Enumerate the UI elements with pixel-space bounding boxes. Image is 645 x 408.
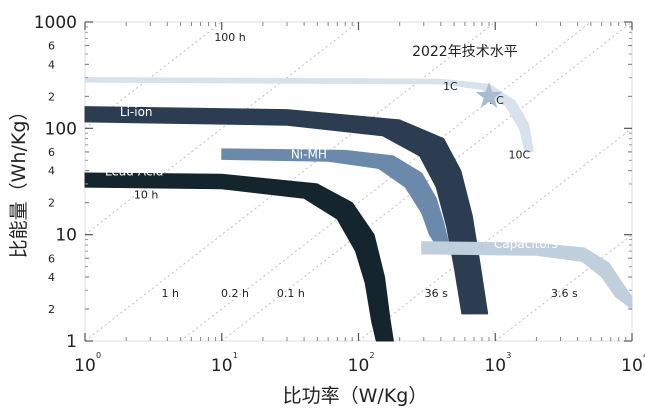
- y-tick-label: 10: [55, 226, 77, 246]
- axes: 1101001000246246246100101102103104: [34, 13, 645, 376]
- time-line: [84, 21, 496, 342]
- y-minor-tick-label: 6: [48, 40, 55, 53]
- series-label: Ni-MH: [291, 148, 327, 162]
- annotation: 1C: [443, 80, 458, 93]
- time-line-label: 3.6 s: [551, 287, 578, 300]
- time-line-label: 10 h: [134, 188, 158, 201]
- time-line-label: 1 h: [161, 287, 178, 300]
- time-line-label: 36 s: [425, 287, 448, 300]
- highlight-star: [475, 82, 503, 108]
- x-tick-label: 10: [484, 356, 506, 376]
- time-line-label: 0.1 h: [277, 287, 305, 300]
- y-tick-label: 100: [45, 119, 77, 139]
- x-tick-exponent: 3: [506, 351, 511, 360]
- x-tick-label: 10: [621, 356, 643, 376]
- annotation: 10C: [508, 149, 530, 162]
- series-label: Li-ion: [120, 105, 153, 119]
- y-tick-label: 1: [66, 332, 77, 352]
- y-axis-title: 比能量（Wh/Kg）: [8, 102, 30, 259]
- series-label: Capacitors: [494, 237, 558, 251]
- labels: 100 h 10 h 1 h 0.2 h 0.1 h 36 s 3.6 s Lead-Acid…: [105, 31, 578, 300]
- time-line: [84, 21, 223, 129]
- series-band: [421, 241, 633, 310]
- x-tick-label: 10: [74, 356, 96, 376]
- x-tick-label: 10: [348, 356, 370, 376]
- y-tick-label: 1000: [34, 13, 77, 33]
- x-tick-exponent: 4: [643, 351, 645, 360]
- y-minor-tick-label: 4: [48, 271, 55, 284]
- x-tick-label: 10: [211, 356, 233, 376]
- y-minor-tick-label: 2: [48, 197, 55, 210]
- series-band: [84, 172, 394, 342]
- y-minor-tick-label: 6: [48, 252, 55, 265]
- time-line-label: 0.2 h: [221, 287, 249, 300]
- y-minor-tick-label: 2: [48, 303, 55, 316]
- series-label: Lead-Acid: [105, 165, 163, 179]
- series-band: [84, 106, 489, 315]
- x-tick-exponent: 0: [96, 351, 101, 360]
- time-line-label: 100 h: [214, 31, 245, 44]
- x-axis-title: 比功率（W/Kg）: [283, 385, 428, 407]
- y-minor-tick-label: 2: [48, 90, 55, 103]
- x-tick-exponent: 1: [233, 351, 238, 360]
- y-minor-tick-label: 6: [48, 146, 55, 159]
- time-line: [221, 21, 633, 342]
- series-bands: [84, 77, 633, 342]
- x-tick-exponent: 2: [370, 351, 375, 360]
- discharge-time-lines: [84, 21, 633, 342]
- time-line: [180, 21, 592, 342]
- y-minor-tick-label: 4: [48, 165, 55, 178]
- y-minor-tick-label: 4: [48, 58, 55, 71]
- highlight-label: 2022年技术水平: [412, 44, 518, 60]
- time-line: [494, 234, 633, 342]
